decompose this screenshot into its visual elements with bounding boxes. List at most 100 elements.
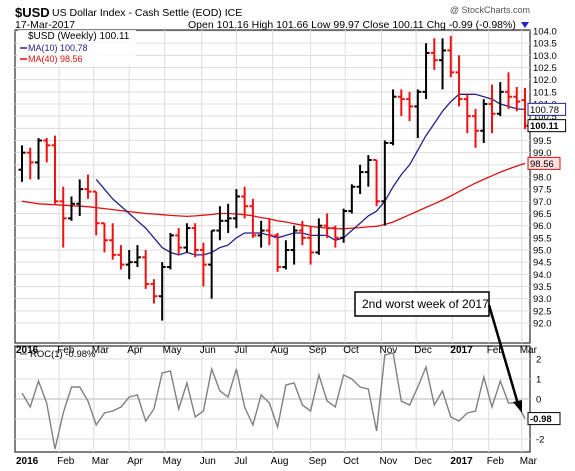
last-value-label: 100.11 <box>530 121 559 132</box>
last-value-label: 100.78 <box>530 105 559 116</box>
x-tick-label: May <box>163 345 182 356</box>
chart-background <box>14 29 531 453</box>
ohlc-bar <box>290 225 298 265</box>
last-value-label-box <box>527 119 567 133</box>
x-tick-label-bottom: Sep <box>309 456 327 467</box>
ohlc-bar <box>166 232 174 270</box>
ohlc-bar <box>356 164 364 195</box>
roc-panel: 2016 Feb Mar Apr May Jun Jul Aug Sep Oct Nov Dec 201… <box>16 352 561 467</box>
y-tick-label: 102.5 <box>533 63 557 74</box>
ohlc-bar <box>430 38 438 70</box>
ohlc-bar <box>150 279 158 304</box>
x-tick-label: Jul <box>234 345 247 356</box>
ohlc-bar <box>348 184 356 214</box>
y-tick-label: 96.5 <box>533 209 552 220</box>
ohlc-bar <box>183 223 191 253</box>
chart-title-name: US Dollar Index - Cash Settle (EOD) ICE <box>52 7 242 19</box>
ohlc-bar <box>331 225 339 248</box>
y-tick-label: 93.5 <box>533 282 552 293</box>
x-tick-label-bottom: 2017 <box>450 456 473 467</box>
legend-ma40: MA(40) 98.56 <box>28 54 83 64</box>
ohlc-bar <box>282 240 290 270</box>
ohlc-bar <box>117 245 125 270</box>
roc-legend: ROC(1) -0.98% <box>20 349 96 360</box>
x-tick-label: Feb <box>487 345 505 356</box>
x-tick-label-bottom: Jul <box>234 456 247 467</box>
annotation-arrow-line <box>487 304 520 405</box>
ohlc-bar <box>59 186 67 248</box>
ohlc-bar <box>92 190 100 236</box>
ohlc-bar <box>496 82 504 117</box>
down-triangle-icon <box>521 22 529 28</box>
ohlc-bar <box>241 186 249 219</box>
y-tick-label: 93.0 <box>533 294 552 305</box>
legend-roc: ROC(1) -0.98% <box>30 349 96 360</box>
chart-date: 17-Mar-2017 <box>15 19 75 31</box>
ohlc-bar <box>109 223 117 260</box>
legend-ma10: MA(10) 100.78 <box>28 43 88 53</box>
ohlc-readout: Open 101.16 High 101.66 Low 99.97 Close … <box>188 19 516 31</box>
price-legend-box <box>18 30 136 66</box>
price-panel: 2016 Feb Mar Apr May Jun Jul Aug Sep Oct Nov Dec 201… <box>16 27 567 356</box>
last-value-label: 98.56 <box>530 159 554 170</box>
x-tick-label: Jun <box>200 345 216 356</box>
ohlc-bar <box>18 145 26 182</box>
x-tick-label: Oct <box>343 345 359 356</box>
ohlc-bar <box>76 179 84 216</box>
ohlc-bar <box>175 228 183 255</box>
annotation-box <box>354 291 490 317</box>
ohlc-bar <box>224 203 232 233</box>
roc-last-value-label: -0.98 <box>530 414 552 425</box>
x-tick-label-bottom: Mar <box>520 456 538 467</box>
ohlc-bar <box>125 250 133 280</box>
x-tick-label: Aug <box>271 345 289 356</box>
last-value-label-box <box>527 102 567 116</box>
y-tick-label: 98.0 <box>533 173 552 184</box>
ohlc-bar <box>397 89 405 117</box>
x-tick-label-bottom: Apr <box>127 456 143 467</box>
y-tick-label: 92.5 <box>533 306 552 317</box>
ohlc-bar <box>26 147 34 180</box>
roc-line <box>21 352 526 450</box>
x-tick-label-bottom: Aug <box>271 456 289 467</box>
y-tick-label: 101.5 <box>533 87 557 98</box>
ohlc-bar <box>216 206 224 241</box>
x-tick-label-bottom: Jun <box>200 456 216 467</box>
chart-title-symbol: $USD <box>15 5 50 20</box>
ohlc-bar <box>513 86 521 112</box>
y-tick-label: 99.0 <box>533 148 552 159</box>
y-tick-label: 104.0 <box>533 27 557 38</box>
ohlc-bar <box>340 208 348 243</box>
ohlc-bar <box>323 213 331 238</box>
y-tick-label: 97.5 <box>533 185 552 196</box>
y-tick-label: 100.5 <box>533 112 557 123</box>
x-tick-label-bottom: Feb <box>57 456 75 467</box>
x-tick-label-bottom: Feb <box>487 456 505 467</box>
ohlc-bar <box>472 108 480 148</box>
x-tick-label-bottom: May <box>163 456 182 467</box>
x-tick-label: Nov <box>380 345 398 356</box>
ohlc-bar <box>439 38 447 90</box>
legend-price: $USD (Weekly) 100.11 <box>28 31 130 42</box>
ohlc-bar <box>257 220 265 248</box>
y-tick-label: 94.5 <box>533 258 552 269</box>
annotation: 2nd worst week of 2017 <box>354 291 522 413</box>
x-tick-label: Mar <box>92 345 110 356</box>
x-tick-label-bottom: Oct <box>343 456 359 467</box>
ohlc-bar <box>455 55 463 107</box>
ohlc-bar <box>34 138 42 180</box>
roc-y-tick-label: -2 <box>536 435 544 446</box>
x-tick-label: Sep <box>309 345 327 356</box>
y-tick-label: 95.5 <box>533 233 552 244</box>
ohlc-bar <box>208 229 216 299</box>
y-tick-label: 103.0 <box>533 51 557 62</box>
ohlc-bar <box>158 262 166 321</box>
ohlc-bar <box>191 223 199 258</box>
x-tick-label: Apr <box>127 345 143 356</box>
last-value-label-box <box>527 156 561 170</box>
ohlc-bar <box>307 225 315 265</box>
annotation-text: 2nd worst week of 2017 <box>362 297 489 311</box>
ohlc-bar <box>199 242 207 287</box>
y-tick-label: 97.0 <box>533 197 552 208</box>
